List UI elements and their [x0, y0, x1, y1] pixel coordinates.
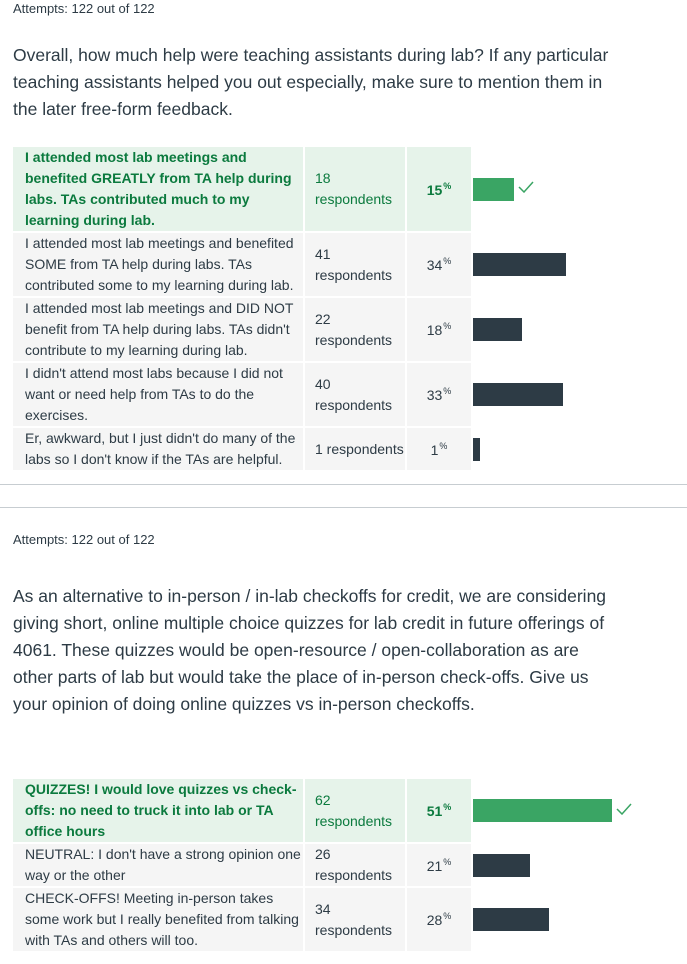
percent-bar	[473, 318, 522, 341]
percent-bar	[473, 908, 549, 931]
answer-row: CHECK-OFFS! Meeting in-person takes some…	[13, 888, 673, 951]
percent-symbol: %	[439, 440, 448, 451]
percent-number: 18	[426, 322, 443, 338]
percent-bar-cell	[471, 888, 673, 951]
respondent-count: 22 respondents	[303, 298, 405, 361]
percent-bar-cell	[471, 298, 673, 361]
percent-number: 34	[426, 257, 443, 273]
percent-bar	[473, 853, 530, 877]
respondent-count: 62 respondents	[303, 779, 405, 842]
answer-table: I attended most lab meetings and benefit…	[13, 145, 673, 472]
percent-value: 33%	[405, 363, 471, 426]
answer-row: Er, awkward, but I just didn't do many o…	[13, 428, 673, 470]
percent-symbol: %	[443, 802, 452, 812]
percent-bar-cell	[471, 779, 673, 842]
percent-value: 34%	[405, 233, 471, 296]
percent-symbol: %	[443, 180, 452, 191]
answer-text: I attended most lab meetings and benefit…	[13, 147, 303, 231]
attempts-count: Attempts: 122 out of 122	[13, 532, 155, 547]
answer-text: QUIZZES! I would love quizzes vs check-o…	[13, 779, 303, 842]
answer-text: I attended most lab meetings and benefit…	[13, 233, 303, 296]
percent-value: 51%	[405, 779, 471, 842]
answer-text: I attended most lab meetings and DID NOT…	[13, 298, 303, 361]
respondent-count: 1 respondents	[303, 428, 405, 470]
percent-value: 28%	[405, 888, 471, 951]
percent-number: 51	[426, 803, 443, 819]
check-icon	[518, 180, 534, 198]
divider	[0, 484, 687, 485]
percent-number: 21	[426, 857, 443, 874]
percent-symbol: %	[443, 856, 452, 867]
percent-bar	[473, 177, 514, 201]
percent-bar-cell	[471, 844, 673, 886]
percent-bar	[473, 253, 566, 276]
answer-row: I attended most lab meetings and benefit…	[13, 233, 673, 296]
answer-row: I attended most lab meetings and benefit…	[13, 147, 673, 231]
percent-bar	[473, 437, 480, 461]
respondent-count: 26 respondents	[303, 844, 405, 886]
percent-symbol: %	[443, 386, 452, 396]
percent-number: 1	[430, 441, 439, 458]
question-text: Overall, how much help were teaching ass…	[13, 45, 609, 119]
respondent-count: 41 respondents	[303, 233, 405, 296]
percent-bar	[473, 799, 612, 822]
answer-row: I attended most lab meetings and DID NOT…	[13, 298, 673, 361]
answer-table: QUIZZES! I would love quizzes vs check-o…	[13, 777, 673, 953]
respondent-count: 40 respondents	[303, 363, 405, 426]
percent-number: 15	[426, 181, 443, 198]
answer-row: I didn't attend most labs because I did …	[13, 363, 673, 426]
percent-symbol: %	[443, 256, 452, 266]
respondent-count: 34 respondents	[303, 888, 405, 951]
percent-symbol: %	[443, 321, 452, 331]
respondent-count: 18 respondents	[303, 147, 405, 231]
percent-bar-cell	[471, 428, 673, 470]
question-text: As an alternative to in-person / in-lab …	[13, 586, 607, 714]
answer-text: Er, awkward, but I just didn't do many o…	[13, 428, 303, 470]
answer-row: QUIZZES! I would love quizzes vs check-o…	[13, 779, 673, 842]
percent-number: 28	[426, 912, 443, 928]
answer-row: NEUTRAL: I don't have a strong opinion o…	[13, 844, 673, 886]
percent-number: 33	[426, 387, 443, 403]
percent-bar	[473, 383, 563, 406]
percent-value: 15%	[405, 147, 471, 231]
answer-text: I didn't attend most labs because I did …	[13, 363, 303, 426]
attempts-count: Attempts: 122 out of 122	[13, 1, 155, 16]
answer-text: NEUTRAL: I don't have a strong opinion o…	[13, 844, 303, 886]
percent-bar-cell	[471, 147, 673, 231]
percent-symbol: %	[443, 911, 452, 921]
percent-value: 1%	[405, 428, 471, 470]
percent-bar-cell	[471, 233, 673, 296]
check-icon	[616, 802, 632, 820]
percent-value: 21%	[405, 844, 471, 886]
percent-value: 18%	[405, 298, 471, 361]
divider	[0, 507, 687, 508]
percent-bar-cell	[471, 363, 673, 426]
answer-text: CHECK-OFFS! Meeting in-person takes some…	[13, 888, 303, 951]
